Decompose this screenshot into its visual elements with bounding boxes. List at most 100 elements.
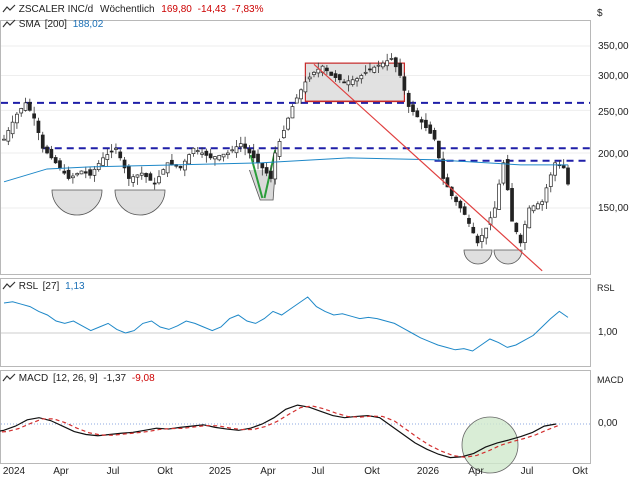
- candle-body: [471, 226, 476, 234]
- rsl-label: RSL: [18, 281, 38, 292]
- candle-body: [566, 167, 570, 185]
- price-tick: 300,00: [598, 71, 629, 82]
- candle-body: [187, 154, 191, 165]
- candle-body: [329, 71, 334, 76]
- candle-body: [290, 106, 295, 119]
- change-value: -14,43: [197, 4, 227, 15]
- candle-body: [355, 78, 359, 82]
- candle-body: [480, 235, 484, 242]
- x-tick: Apr: [468, 466, 484, 477]
- candle-body: [251, 150, 256, 159]
- candle-body: [135, 174, 140, 178]
- candle-body: [83, 171, 88, 174]
- interval-label: Wöchentlich: [100, 4, 155, 15]
- rsl-header: RSL [27] 1,13: [2, 281, 85, 292]
- candle-body: [92, 168, 97, 176]
- candle-body: [88, 169, 92, 176]
- candle-body: [230, 149, 235, 152]
- candle-body: [510, 188, 514, 222]
- macd-signal-line: [0, 405, 560, 458]
- candle-body: [19, 108, 24, 114]
- v-bottom-left-leg: [249, 154, 264, 199]
- sma-header: SMA [200] 188,02: [2, 19, 103, 30]
- candle-body: [213, 156, 217, 160]
- downtrend-line: [313, 63, 543, 272]
- candle-body: [178, 165, 183, 169]
- candle-body: [424, 119, 428, 129]
- x-tick: Jul: [311, 466, 325, 477]
- candle-body: [544, 187, 549, 203]
- x-tick: Jul: [520, 466, 534, 477]
- candle-body: [122, 159, 127, 169]
- candle-body: [243, 143, 247, 149]
- candle-body: [27, 102, 32, 111]
- sma200-line: [3, 157, 568, 183]
- candle-body: [23, 102, 28, 111]
- price-tick: 200,00: [598, 149, 629, 160]
- candle-body: [527, 207, 532, 229]
- candle-body: [299, 89, 303, 100]
- candle-body: [363, 71, 368, 74]
- candle-body: [58, 160, 62, 169]
- candle-body: [548, 174, 553, 187]
- candle-body: [492, 207, 497, 218]
- candle-body: [49, 148, 54, 159]
- sma-label: SMA: [18, 19, 40, 30]
- x-tick: 2024: [2, 466, 26, 477]
- candle-body: [312, 71, 316, 75]
- candle-body: [389, 58, 394, 60]
- candle-body: [131, 176, 136, 183]
- candle-body: [105, 154, 110, 160]
- candle-body: [204, 150, 209, 156]
- candle-body: [2, 138, 6, 141]
- candle-body: [40, 134, 45, 149]
- candle-body: [10, 121, 15, 135]
- candle-body: [264, 167, 269, 174]
- rsl-value: 1,13: [65, 281, 85, 292]
- candle-body: [234, 146, 239, 154]
- candle-body: [307, 76, 312, 80]
- symbol-label: ZSCALER INC/d: [18, 4, 94, 15]
- candle-body: [523, 224, 527, 243]
- price-tick: 350,00: [598, 41, 629, 52]
- candle-body: [36, 120, 41, 133]
- candle-body: [101, 157, 105, 166]
- rsl-line: [3, 296, 569, 352]
- macd-signal-value: -9,08: [131, 373, 155, 384]
- candle-body: [200, 152, 204, 155]
- macd-params: [12, 26, 9]: [53, 373, 98, 384]
- candle-body: [226, 152, 230, 156]
- candle-body: [221, 153, 226, 158]
- x-tick: 2026: [416, 466, 440, 477]
- candle-body: [45, 146, 49, 154]
- candle-body: [381, 62, 385, 68]
- macd-value: -1,37: [103, 373, 127, 384]
- candle-body: [467, 217, 471, 224]
- candle-body: [114, 147, 118, 150]
- x-tick: Okt: [364, 466, 380, 477]
- candle-body: [376, 64, 381, 67]
- candle-body: [6, 130, 11, 142]
- candle-body: [553, 162, 557, 176]
- candle-body: [350, 79, 355, 85]
- candle-body: [161, 169, 166, 175]
- candle-body: [165, 162, 170, 174]
- candle-body: [475, 235, 480, 244]
- candle-body: [75, 173, 80, 176]
- candle-body: [406, 92, 411, 107]
- macd-axis-title: MACD: [597, 375, 624, 385]
- candle-body: [109, 150, 114, 153]
- candle-body: [419, 119, 424, 123]
- candle-body: [445, 177, 450, 188]
- candle-body: [398, 62, 402, 76]
- line-chart-icon: [2, 19, 16, 28]
- price-value: 169,80: [161, 4, 192, 15]
- rounded-bottom-pattern: [463, 249, 493, 265]
- candle-body: [325, 67, 329, 72]
- candle-body: [148, 173, 153, 181]
- price-tick: 150,00: [598, 203, 629, 214]
- candle-body: [316, 68, 321, 74]
- candle-body: [411, 104, 415, 112]
- macd-header: MACD [12, 26, 9] -1,37 -9,08: [2, 373, 155, 384]
- price-header: ZSCALER INC/d Wöchentlich 169,80 -14,43 …: [2, 4, 263, 15]
